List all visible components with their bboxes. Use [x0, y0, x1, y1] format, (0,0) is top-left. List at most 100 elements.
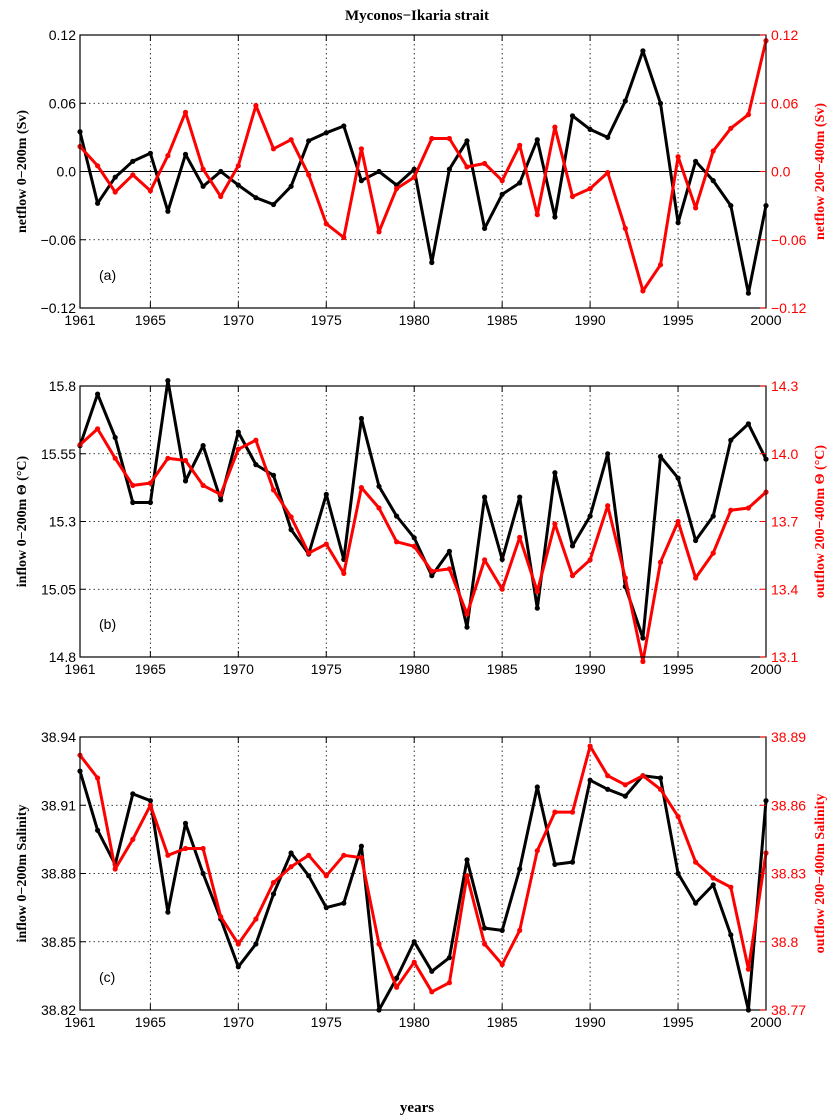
data-point [165, 455, 171, 461]
data-point [517, 927, 523, 934]
data-point [323, 491, 329, 497]
x-tick-label: 1961 [64, 312, 95, 328]
data-point [675, 870, 681, 877]
data-point [323, 905, 329, 911]
x-tick-label: 1980 [399, 1014, 430, 1030]
data-point [288, 850, 294, 856]
data-point [394, 539, 400, 545]
data-point [182, 109, 189, 115]
data-point [605, 134, 611, 140]
data-point [569, 543, 576, 549]
data-point [112, 434, 118, 441]
data-point [270, 891, 277, 897]
data-point [253, 916, 259, 922]
data-point [517, 142, 523, 148]
data-point [323, 541, 329, 547]
data-point [218, 168, 224, 175]
data-point [464, 138, 470, 144]
data-point [95, 391, 101, 397]
data-point [235, 941, 241, 947]
x-tick-label: 2000 [750, 661, 781, 677]
data-point [534, 588, 540, 595]
data-point [499, 961, 505, 968]
data-point [552, 809, 558, 815]
data-point [622, 575, 628, 581]
series-right-3 [77, 743, 769, 995]
data-point [464, 164, 470, 170]
data-point [640, 658, 646, 665]
data-point [376, 483, 382, 489]
panel-label: (b) [99, 616, 116, 632]
y-right-tick-label: 13.4 [771, 581, 798, 597]
data-point [710, 882, 716, 888]
data-point [200, 183, 206, 189]
data-point [147, 798, 153, 804]
data-point [306, 172, 312, 178]
data-point [341, 234, 347, 241]
data-point [112, 174, 118, 180]
data-point [358, 146, 364, 152]
x-axis-label: years [400, 1100, 434, 1116]
panel-label: (c) [99, 969, 115, 985]
data-point [147, 188, 153, 194]
data-point [253, 195, 259, 201]
data-point [446, 955, 452, 961]
series-right-2 [77, 426, 769, 665]
data-point [569, 573, 576, 579]
panel-2: 1961 1965 1970 1975 1980 1985 1990 1995 2000 14.8… [15, 378, 828, 677]
data-point [534, 212, 540, 218]
data-point [358, 485, 364, 491]
data-point [605, 170, 611, 176]
data-point [745, 505, 752, 511]
data-point [270, 201, 277, 208]
y-tick-label: 15.3 [49, 514, 76, 530]
data-point [130, 158, 136, 164]
y-right-tick-label: 38.8 [771, 934, 798, 950]
data-point [200, 870, 206, 877]
data-point [552, 214, 558, 220]
data-point [306, 873, 312, 879]
data-point [130, 499, 136, 506]
data-point [235, 163, 241, 169]
data-point [587, 513, 593, 519]
x-tick-label: 1995 [662, 312, 693, 328]
data-point [235, 182, 241, 188]
y-right-tick-label: −0.06 [771, 232, 807, 248]
data-point [569, 193, 576, 200]
data-point [464, 857, 470, 863]
data-point [587, 126, 593, 132]
data-point [341, 570, 347, 577]
data-point [657, 775, 664, 781]
data-point [306, 138, 312, 144]
x-tick-label: 1975 [311, 312, 342, 328]
y-tick-label: 0.06 [49, 95, 76, 111]
data-point [376, 941, 382, 947]
data-point [569, 113, 576, 119]
data-point [446, 166, 452, 172]
plots-container: 1961 1965 1970 1975 1980 1985 1990 1995 2000−0.1… [15, 27, 828, 1030]
data-point [499, 191, 505, 197]
data-point [675, 220, 681, 226]
data-point [446, 980, 452, 986]
data-point [446, 566, 452, 572]
data-point [622, 98, 628, 104]
data-point [429, 568, 435, 574]
x-tick-label: 1990 [575, 661, 606, 677]
data-point [710, 550, 716, 556]
data-point [182, 457, 189, 464]
y-tick-label: 38.94 [41, 729, 76, 745]
data-point [130, 791, 136, 797]
data-point [675, 518, 681, 525]
data-point [464, 624, 470, 630]
data-point [200, 443, 206, 449]
data-point [200, 845, 206, 852]
x-tick-label: 1961 [64, 661, 95, 677]
data-point [728, 203, 734, 209]
data-point [728, 884, 734, 890]
data-point [710, 148, 716, 154]
y-right-tick-label: 38.86 [771, 797, 806, 813]
data-point [288, 527, 294, 533]
data-point [341, 900, 347, 906]
data-point [411, 174, 417, 180]
data-point [693, 859, 699, 865]
